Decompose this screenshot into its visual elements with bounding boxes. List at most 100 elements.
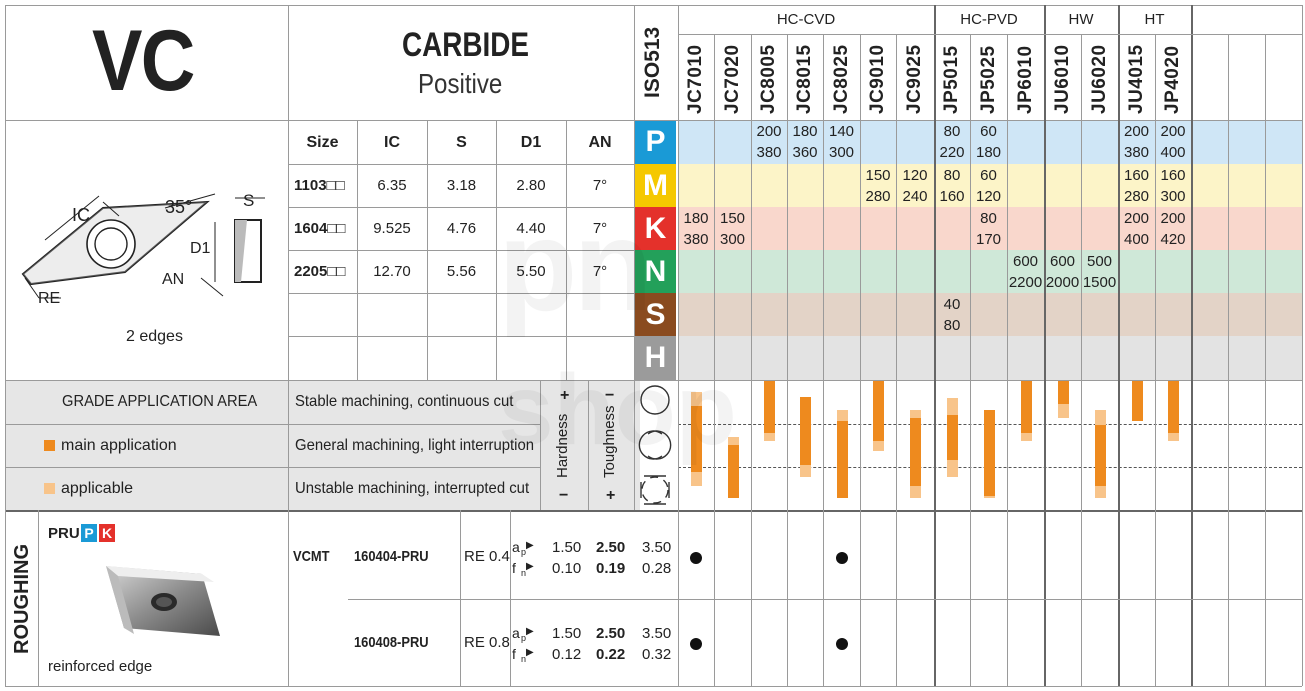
grid-line <box>934 5 936 686</box>
application-row-stable: Stable machining, continuous cut <box>295 393 514 410</box>
size-value: 5.56 <box>446 263 477 280</box>
speed-min: 160 <box>939 188 965 205</box>
iso-row-bg <box>678 207 1302 250</box>
grid-line <box>751 34 752 686</box>
speed-min: 120 <box>975 188 1002 205</box>
grid-line <box>588 380 589 510</box>
interrupted-cut-icon <box>640 475 670 505</box>
speed-cell: 60 180 <box>970 121 1007 163</box>
fn-sub: n <box>521 654 527 664</box>
arrow-icon: ▶ <box>526 647 534 658</box>
light-interruption-icon <box>638 430 672 460</box>
iso-letter-k: K <box>635 207 676 250</box>
grade-name: JU6010 <box>1051 44 1073 114</box>
depth-of-cut: 1.50 <box>552 625 582 642</box>
feed-rate: 0.10 <box>552 560 582 577</box>
speed-max: 200 <box>1160 210 1186 227</box>
hardness-minus: − <box>559 487 569 504</box>
grid-line <box>38 510 39 686</box>
size-value: 5.50 <box>516 263 546 280</box>
insert-code: 160408-PRU <box>354 634 429 651</box>
main-application-swatch <box>44 440 55 451</box>
grade-name: JC8025 <box>830 44 852 114</box>
speed-max: 200 <box>756 123 782 140</box>
speed-max: 60 <box>980 123 997 140</box>
grid-line <box>1118 5 1120 686</box>
insert-drawing <box>21 193 265 299</box>
speed-max: 150 <box>865 167 891 184</box>
size-value: 9.525 <box>373 220 411 237</box>
application-row-general: General machining, light interruption <box>295 437 535 454</box>
speed-min: 220 <box>939 144 965 161</box>
main-application-bar <box>1094 424 1106 487</box>
grade-group-label: HW <box>1068 11 1094 28</box>
main-application-bar <box>1057 380 1069 404</box>
grid-line <box>5 686 1302 687</box>
speed-min: 300 <box>828 144 855 161</box>
geometry-label: Positive <box>418 68 503 99</box>
size-table-col-header: D1 <box>520 134 542 151</box>
speed-cell: 80 170 <box>970 208 1007 250</box>
chipbreaker-group-k: K <box>99 524 115 542</box>
iso-row-bg <box>678 336 1302 380</box>
edges-label: 2 edges <box>126 328 183 345</box>
grade-name: JC9010 <box>867 44 888 114</box>
speed-max: 60 <box>980 167 997 184</box>
grade-group-label: HC-CVD <box>776 11 836 28</box>
grid-line <box>357 120 358 380</box>
size-code: 1604□□ <box>294 220 346 237</box>
continuous-cut-icon <box>640 385 670 415</box>
size-code: 2205□□ <box>294 263 346 280</box>
iso-letter-m: M <box>635 164 676 207</box>
grid-line <box>288 5 289 510</box>
size-value: 12.70 <box>373 263 411 280</box>
grid-line <box>860 34 861 686</box>
speed-cell: 80 220 <box>934 121 970 163</box>
main-application-bar <box>800 396 811 465</box>
speed-cell: 150 300 <box>714 208 751 250</box>
speed-max: 200 <box>1123 210 1150 227</box>
grade-name: JP5025 <box>977 45 999 114</box>
section-roughing: ROUGHING <box>11 544 33 654</box>
application-area-bg <box>5 380 640 510</box>
grid-line <box>5 467 540 468</box>
speed-min: 2000 <box>1045 274 1080 291</box>
grid-line <box>1265 34 1266 686</box>
recommended-dot <box>690 552 702 564</box>
size-table-col-header: Size <box>306 134 339 151</box>
applicable-swatch <box>44 483 55 494</box>
speed-min: 280 <box>1123 188 1150 205</box>
toughness-minus: − <box>605 387 615 404</box>
material-label: CARBIDE <box>402 26 530 64</box>
size-table-col-header: AN <box>588 134 612 151</box>
speed-max: 200 <box>1123 123 1150 140</box>
speed-cell: 200 380 <box>751 121 787 163</box>
fn-label: f <box>512 560 516 576</box>
application-title: GRADE APPLICATION AREA <box>62 393 258 410</box>
main-application-bar <box>836 421 848 498</box>
speed-cell: 200 420 <box>1155 208 1191 250</box>
hardness-plus: + <box>560 387 570 404</box>
speed-max: 150 <box>719 210 746 227</box>
chipbreaker-label: PRU <box>48 525 80 542</box>
grid-line <box>427 120 428 380</box>
speed-min: 300 <box>719 231 746 248</box>
size-value: 6.35 <box>377 177 407 194</box>
main-application-bar <box>910 417 921 487</box>
grade-name: JC7020 <box>721 44 743 114</box>
size-value: 4.40 <box>516 220 546 237</box>
speed-max: 80 <box>943 123 961 140</box>
speed-cell: 200 380 <box>1118 121 1155 163</box>
iso-row-bg <box>678 120 1302 164</box>
feed-rate: 0.19 <box>596 560 626 577</box>
grid-line <box>634 5 635 510</box>
grid-line <box>1007 34 1008 686</box>
size-code: 1103□□ <box>294 177 345 194</box>
toughness-plus: + <box>606 487 616 504</box>
size-value: 4.76 <box>446 220 477 237</box>
grid-line <box>5 5 1302 6</box>
feed-rate: 0.12 <box>552 646 582 663</box>
reinforced-edge-note: reinforced edge <box>48 658 153 675</box>
speed-cell: 60 120 <box>970 165 1007 207</box>
